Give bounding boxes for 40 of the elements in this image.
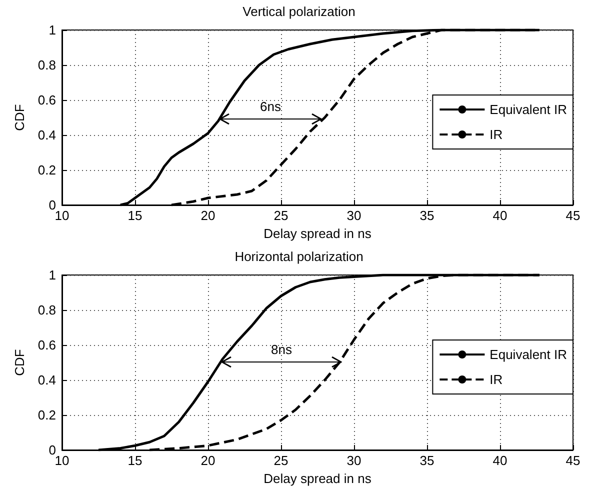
x-tick-label: 45 — [566, 453, 580, 468]
y-tick-label: 0.8 — [38, 302, 56, 318]
x-tick-label: 35 — [420, 208, 434, 223]
x-tick-label: 10 — [54, 453, 70, 468]
y-axis-title: CDF — [12, 104, 27, 131]
x-tick-label: 45 — [566, 208, 580, 223]
x-tick-label: 15 — [128, 453, 142, 468]
y-tick-label: 0 — [48, 198, 56, 212]
x-tick-label: 40 — [492, 453, 508, 468]
x-tick-label: 10 — [54, 208, 70, 223]
x-tick-label: 30 — [346, 453, 362, 468]
y-tick-label: 0.6 — [38, 338, 56, 352]
legend-label: IR — [490, 372, 503, 387]
x-tick-label: 25 — [274, 453, 288, 468]
legend-label: Equivalent IR — [490, 102, 568, 117]
annotation: 8ns — [270, 342, 293, 357]
x-tick-label: 25 — [274, 208, 288, 223]
y-tick-label: 0.4 — [38, 372, 56, 388]
x-tick-label: 20 — [200, 453, 216, 468]
x-tick-label: 40 — [492, 208, 508, 223]
x-tick-label: 15 — [128, 208, 142, 223]
legend-label: IR — [490, 127, 503, 142]
x-axis-title: Delay spread in ns — [264, 471, 372, 486]
y-tick-label: 0 — [48, 442, 56, 458]
y-tick-label: 1 — [48, 268, 56, 282]
x-tick-label: 20 — [200, 208, 216, 223]
x-tick-label: 30 — [346, 208, 362, 223]
y-axis-title: CDF — [12, 349, 27, 376]
y-tick-label: 0.2 — [38, 408, 56, 422]
y-tick-label: 0.4 — [38, 128, 56, 142]
y-tick-label: 0.6 — [38, 92, 56, 108]
chart-title: Horizontal polarization — [234, 249, 364, 264]
annotation: 6ns — [259, 99, 282, 114]
x-axis-title: Delay spread in ns — [264, 226, 372, 241]
legend-label: Equivalent IR — [490, 347, 568, 362]
x-tick-label: 35 — [420, 453, 434, 468]
y-tick-label: 1 — [48, 22, 56, 38]
y-tick-label: 0.2 — [38, 162, 56, 178]
y-tick-label: 0.8 — [38, 58, 56, 72]
chart-title: Vertical polarization — [242, 4, 356, 19]
